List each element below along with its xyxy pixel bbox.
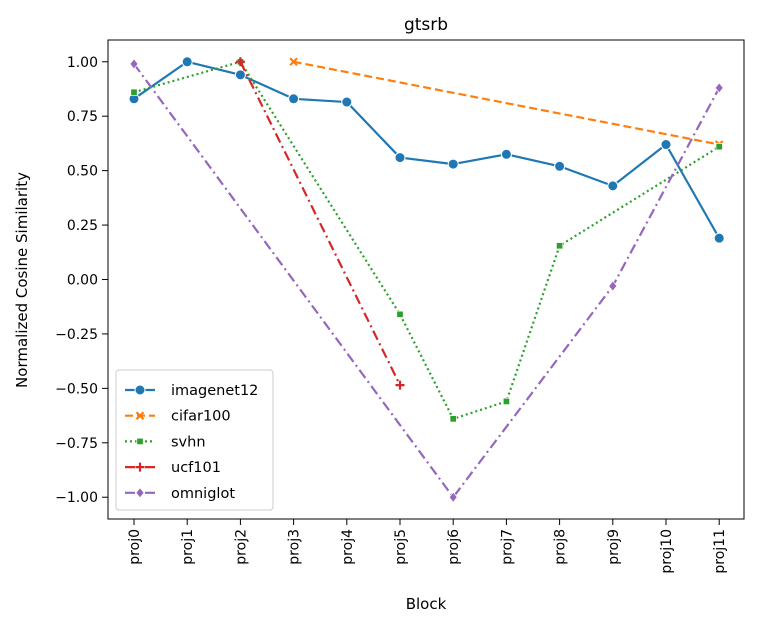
data-point-omniglot [608,280,618,292]
x-tick-label: proj0 [127,529,143,565]
y-tick-label: 0.00 [67,273,98,289]
legend-item-cifar100: cifar100 [125,409,231,425]
legend-item-omniglot: omniglot [125,486,235,502]
data-point-imagenet12 [341,96,353,108]
series-line-imagenet12 [133,60,721,239]
x-tick-label: proj6 [446,529,462,565]
series-layer [128,56,725,503]
legend-label: omniglot [171,486,235,502]
data-point-imagenet12 [554,160,566,172]
y-tick-label: 0.25 [67,218,98,234]
y-tick-label: −1.00 [55,490,98,506]
data-point-ucf101 [235,57,245,67]
data-point-imagenet12 [394,152,406,164]
x-tick-label: proj4 [340,529,356,565]
legend-marker [136,437,144,445]
x-axis: proj0 proj1 proj2 proj3 proj4 proj5 proj6 proj7… [127,519,728,574]
legend: imagenet12 cifar100 svhn ucf101 omniglot [115,369,274,511]
data-point-cifar100 [289,57,298,67]
data-point-imagenet12 [660,139,672,151]
x-tick-label: proj8 [553,529,569,565]
data-point-svhn [502,397,510,405]
y-tick-label: −0.75 [55,436,98,452]
data-point-omniglot [448,491,458,503]
legend-marker [134,384,146,396]
data-point-omniglot [129,58,139,70]
data-point-imagenet12 [500,148,512,160]
data-point-imagenet12 [288,93,300,105]
y-tick-label: −0.25 [55,327,98,343]
x-axis-title: Block [406,595,447,613]
x-tick-label: proj11 [712,529,728,574]
legend-box [115,369,274,511]
x-tick-label: proj10 [659,529,675,574]
data-point-omniglot [714,82,724,94]
series-line-cifar100 [293,60,720,146]
plot-frame [107,39,745,520]
legend-item-ucf101: ucf101 [125,460,221,476]
data-point-imagenet12 [447,158,459,170]
data-point-imagenet12 [713,232,725,244]
y-tick-label: −0.50 [55,381,98,397]
y-tick-label: 0.75 [67,109,98,125]
legend-marker [135,462,145,472]
series-imagenet12 [128,56,725,244]
data-point-imagenet12 [181,56,193,68]
x-tick-label: proj5 [393,529,409,565]
data-point-svhn [396,310,404,318]
y-axis-title: Normalized Cosine Similarity [13,172,31,388]
series-line-ucf101 [239,61,401,386]
x-tick-label: proj3 [287,529,303,565]
x-tick-label: proj7 [499,529,515,565]
x-tick-label: proj9 [606,529,622,565]
series-ucf101 [235,57,405,390]
legend-marker [135,487,145,499]
data-point-svhn [715,143,723,151]
data-point-imagenet12 [607,180,619,192]
legend-marker [135,411,145,420]
legend-label: cifar100 [171,409,231,425]
legend-item-imagenet12: imagenet12 [125,383,258,399]
legend-label: svhn [171,434,206,450]
data-point-ucf101 [395,380,405,390]
legend-label: imagenet12 [171,383,258,399]
y-tick-label: 0.50 [67,164,98,180]
chart-title: gtsrb [404,15,448,35]
series-line-omniglot [133,63,721,499]
series-omniglot [129,58,724,503]
legend-item-svhn: svhn [125,434,206,450]
x-tick-label: proj2 [233,529,249,565]
legend-label: ucf101 [171,460,221,476]
data-point-imagenet12 [234,69,246,81]
data-point-svhn [130,88,138,96]
x-tick-label: proj1 [180,529,196,565]
y-axis: −1.00 −0.75 −0.50 −0.25 0.00 0.25 0.50 0.75 1.00 [55,55,108,506]
y-tick-label: 1.00 [67,55,98,71]
data-point-svhn [556,242,564,250]
data-point-svhn [449,415,457,423]
